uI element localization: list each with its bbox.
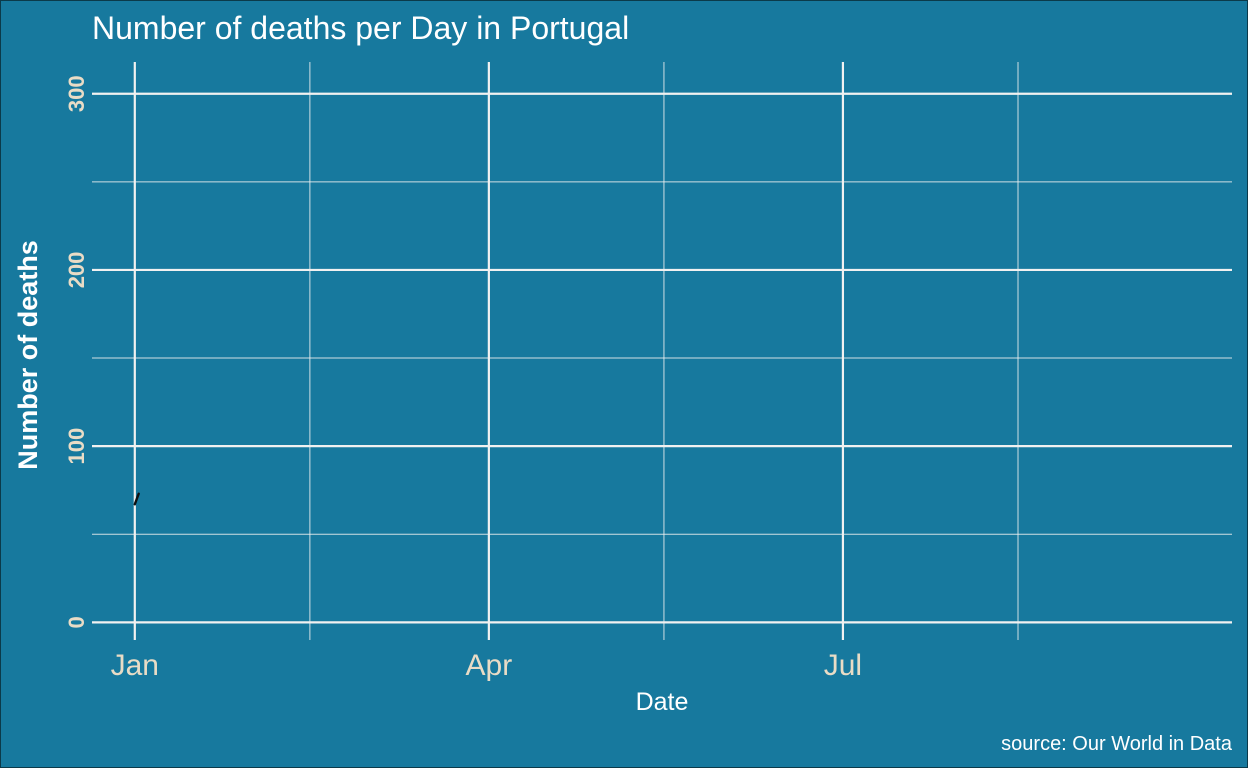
series-line	[133, 492, 140, 506]
x-tick-label: Jul	[824, 649, 862, 682]
source-caption: source: Our World in Data	[1001, 733, 1233, 755]
y-tick-labels: 0 100 200 300	[64, 75, 89, 628]
x-tick-label: Jan	[111, 649, 159, 682]
major-gridlines	[92, 62, 1232, 640]
y-tick-label: 300	[64, 75, 89, 112]
y-tick-label: 200	[64, 252, 89, 289]
x-tick-label: Apr	[466, 649, 513, 682]
y-tick-label: 100	[64, 428, 89, 465]
minor-gridlines	[92, 62, 1232, 640]
x-axis-label: Date	[636, 688, 689, 716]
x-tick-labels: Jan Apr Jul	[111, 649, 862, 682]
chart-title: Number of deaths per Day in Portugal	[92, 10, 629, 46]
y-axis-label: Number of deaths	[13, 240, 43, 470]
series-layer	[133, 492, 140, 506]
y-tick-label: 0	[64, 616, 89, 628]
